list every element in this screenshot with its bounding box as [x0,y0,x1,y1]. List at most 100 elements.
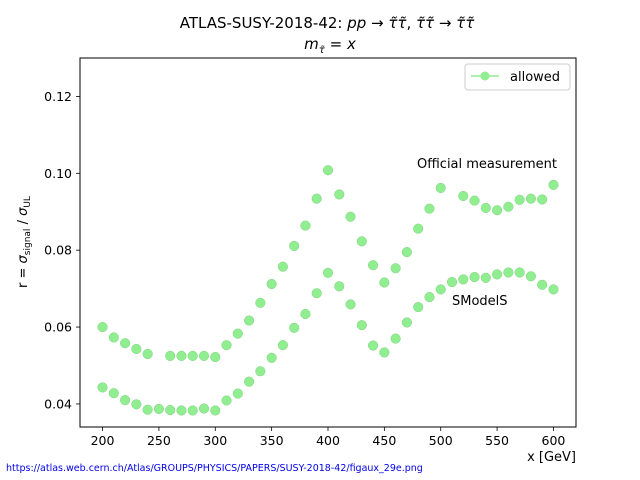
data-point [458,274,469,285]
data-point [469,272,480,283]
data-point [232,388,243,399]
data-point [379,277,390,288]
data-point [277,261,288,272]
data-point [198,403,210,414]
y-tick-label: 0.06 [44,320,72,335]
x-tick-label: 300 [203,433,227,448]
x-tick-label: 400 [316,433,340,448]
data-point [537,194,548,205]
data-point [120,395,131,406]
data-point [458,190,469,202]
data-point [97,322,108,333]
data-point [401,317,412,328]
data-point [311,193,322,204]
data-point [480,272,491,283]
data-point [277,340,288,351]
y-axis-ticks: 0.04 0.06 0.08 0.10 0.12 [44,89,80,411]
data-point [390,333,401,344]
y-tick-label: 0.10 [44,166,72,181]
data-point [446,277,458,288]
data-point [289,322,300,333]
data-point [244,315,255,326]
data-point [255,366,266,377]
data-point [537,279,548,290]
data-point [424,292,435,303]
data-point [492,269,503,280]
data-point [548,179,559,190]
data-point [300,308,311,320]
x-axis-ticks: 200 250 300 350 400 450 500 550 600 [91,427,565,448]
y-axis-label: r = σsignal / σUL [16,196,33,288]
data-point [492,205,503,216]
data-point [413,302,424,313]
data-point [97,382,108,393]
y-tick-label: 0.04 [44,396,72,411]
source-url[interactable]: https://atlas.web.cern.ch/Atlas/GROUPS/P… [6,463,423,474]
data-point [514,194,525,205]
data-point [401,247,412,258]
chart-subtitle: mτ̃ = x [304,35,356,56]
data-point [503,201,514,212]
legend: allowed [464,63,571,91]
data-point [198,350,210,361]
data-point [266,278,277,290]
data-point [120,338,131,349]
data-point [244,376,255,387]
data-point [322,267,334,278]
chart-title: ATLAS-SUSY-2018-42: pp → τ̃τ̃, τ̃τ̃ → τ̃… [180,14,475,32]
data-point [108,332,119,343]
data-point [221,340,232,351]
data-point [142,404,153,415]
data-point [131,399,142,410]
data-point [390,263,401,274]
data-point [165,405,176,416]
data-point [142,348,153,360]
data-point [435,284,446,295]
data-point [266,352,277,363]
x-tick-label: 250 [147,433,171,448]
data-point [334,281,345,292]
data-point [289,240,300,252]
data-point [514,267,525,278]
data-point [356,320,367,331]
x-tick-label: 550 [485,433,509,448]
data-point [368,260,379,271]
legend-marker [480,71,490,81]
data-point [187,350,198,361]
data-point [379,347,390,358]
data-point [503,267,514,278]
data-point [210,405,221,416]
x-tick-label: 450 [372,433,396,448]
x-tick-label: 200 [91,433,115,448]
data-point [176,350,187,361]
annotation-smodels: SModelS [452,294,508,309]
x-axis-label: x [GeV] [527,450,576,465]
data-point [131,343,142,355]
data-point [435,182,446,193]
data-point [187,405,198,416]
data-point [176,405,187,416]
legend-box [464,63,571,91]
data-point [322,165,334,176]
data-point [210,351,221,363]
data-points [97,165,559,416]
data-point [345,211,356,222]
data-point [356,236,367,247]
data-point [469,195,480,206]
data-point [165,350,176,361]
data-point [525,193,536,204]
data-point [334,189,345,200]
data-point [548,284,559,295]
data-point [108,388,119,399]
y-tick-label: 0.08 [44,243,72,258]
data-point [525,271,536,282]
data-point [345,299,356,310]
data-point [232,328,243,339]
x-tick-label: 350 [260,433,284,448]
data-point [311,288,322,299]
data-point [221,395,232,406]
plot-area [79,57,577,428]
data-point [413,223,424,234]
data-point [153,403,164,414]
